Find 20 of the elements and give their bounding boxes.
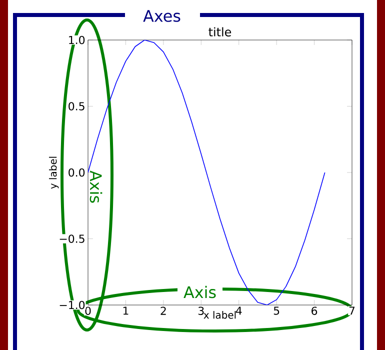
x-tick-label: 2 [160, 306, 166, 315]
x-tick-label: 5 [274, 306, 280, 315]
y-axis-title: y label [49, 156, 59, 189]
y-tick-label: 1.0 [69, 36, 85, 44]
x-axis-title: x label [204, 311, 236, 319]
x-tick-label: 7 [349, 306, 355, 315]
x-tick-label: 3 [198, 306, 204, 315]
annotation: Axis [90, 170, 102, 203]
chart-title: title [208, 27, 232, 36]
annotation: Axis [184, 286, 216, 298]
line-series [88, 40, 326, 305]
x-tick-label: 1 [123, 306, 128, 315]
x-tick-label: 0 [85, 306, 91, 315]
y-tick-label: 0.0 [68, 168, 85, 177]
x-tick-label: 4 [236, 306, 242, 315]
y-tick-label: −0.5 [60, 234, 84, 243]
x-tick-label: 6 [312, 306, 318, 315]
text: Axes [143, 10, 180, 22]
y-tick-label: 0.5 [68, 102, 84, 110]
y-tick-label: −1.0 [60, 300, 85, 310]
